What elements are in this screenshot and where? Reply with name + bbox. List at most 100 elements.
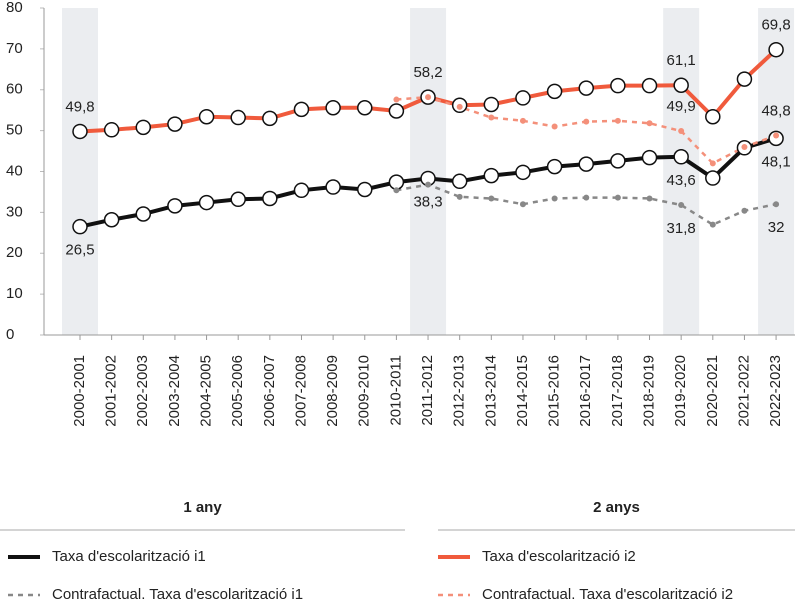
x-tick-label: 2018-2019: [640, 355, 657, 427]
point: [610, 77, 626, 94]
point: [519, 117, 526, 124]
point: [357, 99, 373, 116]
point: [393, 187, 400, 194]
point: [705, 108, 721, 125]
point: [135, 119, 152, 136]
point: [488, 114, 495, 121]
point: [198, 108, 215, 125]
x-tick-label: 2003-2004: [166, 355, 183, 427]
x-tick-label: 2019-2020: [672, 355, 689, 427]
point: [709, 221, 716, 228]
legend-title: 1 any: [183, 499, 222, 516]
point: [425, 94, 432, 101]
y-tick-label: 60: [6, 81, 23, 98]
x-tick-label: 2020-2021: [704, 355, 721, 427]
point: [741, 143, 748, 150]
x-tick-label: 2013-2014: [482, 355, 499, 427]
data-label: 38,3: [413, 193, 442, 210]
point: [515, 90, 531, 106]
data-label: 31,8: [667, 220, 696, 237]
x-tick-label: 2010-2011: [387, 355, 404, 426]
point: [72, 123, 88, 140]
data-label: 48,8: [761, 102, 790, 119]
point: [610, 153, 626, 169]
point: [103, 211, 120, 228]
point: [135, 206, 152, 222]
point: [456, 103, 463, 110]
point: [673, 77, 689, 94]
point: [673, 149, 689, 165]
highlight-band: [62, 8, 98, 335]
point: [293, 101, 310, 118]
point: [709, 160, 716, 167]
point: [456, 193, 463, 200]
highlight-band: [663, 8, 700, 335]
point: [483, 167, 500, 184]
legend-label: Contrafactual. Taxa d'escolarització i2: [482, 586, 733, 603]
legend-title: 2 anys: [593, 499, 640, 516]
y-tick-label: 80: [6, 0, 23, 16]
point: [167, 116, 183, 132]
point: [393, 96, 400, 103]
y-tick-label: 40: [6, 162, 23, 179]
point: [488, 195, 495, 202]
point: [388, 103, 405, 119]
legend-label: Taxa d'escolarització i2: [482, 548, 636, 565]
point: [515, 164, 531, 181]
y-tick-label: 0: [6, 326, 14, 343]
point: [546, 158, 563, 175]
data-label: 49,8: [65, 98, 94, 115]
point: [773, 201, 780, 208]
x-tick-label: 2001-2002: [103, 355, 120, 427]
data-label: 26,5: [65, 242, 94, 259]
point: [678, 202, 685, 209]
point: [583, 118, 590, 125]
point: [646, 120, 653, 127]
point: [357, 181, 373, 198]
point: [388, 174, 405, 190]
x-tick-label: 2016-2017: [577, 355, 594, 427]
point: [262, 110, 278, 127]
data-label: 58,2: [413, 64, 442, 81]
data-label: 43,6: [667, 172, 696, 189]
point: [483, 96, 500, 113]
x-tick-label: 2009-2010: [356, 355, 373, 427]
point: [262, 190, 278, 207]
point: [325, 99, 341, 116]
point: [641, 77, 658, 94]
legend-label: Taxa d'escolarització i1: [52, 548, 206, 565]
point: [646, 195, 653, 202]
point: [230, 109, 246, 126]
y-tick-label: 10: [6, 285, 23, 302]
x-tick-label: 2005-2006: [229, 355, 246, 427]
y-tick-label: 70: [6, 40, 23, 57]
x-tick-label: 2000-2001: [71, 355, 88, 427]
point: [103, 122, 120, 138]
point: [293, 182, 310, 199]
point: [198, 194, 215, 211]
point: [583, 194, 590, 201]
x-tick-label: 2004-2005: [198, 355, 215, 427]
point: [519, 201, 526, 208]
x-tick-label: 2015-2016: [546, 355, 563, 427]
x-tick-label: 2007-2008: [292, 355, 309, 427]
x-tick-label: 2008-2009: [324, 355, 341, 427]
point: [678, 128, 685, 135]
point: [641, 149, 658, 166]
y-tick-label: 50: [6, 122, 23, 139]
x-tick-label: 2022-2023: [767, 355, 784, 427]
x-tick-label: 2017-2018: [609, 355, 626, 427]
y-tick-label: 30: [6, 203, 23, 220]
x-tick-label: 2002-2003: [134, 355, 151, 427]
point: [741, 207, 748, 214]
x-tick-label: 2006-2007: [261, 355, 278, 427]
x-tick-label: 2011-2012: [419, 355, 436, 426]
point: [167, 198, 183, 214]
point: [578, 80, 594, 96]
x-tick-label: 2021-2022: [735, 355, 752, 427]
point: [578, 156, 594, 172]
x-tick-label: 2014-2015: [514, 355, 531, 427]
legend-label: Contrafactual. Taxa d'escolarització i1: [52, 586, 303, 603]
point: [551, 123, 558, 130]
data-label: 48,1: [761, 153, 790, 170]
